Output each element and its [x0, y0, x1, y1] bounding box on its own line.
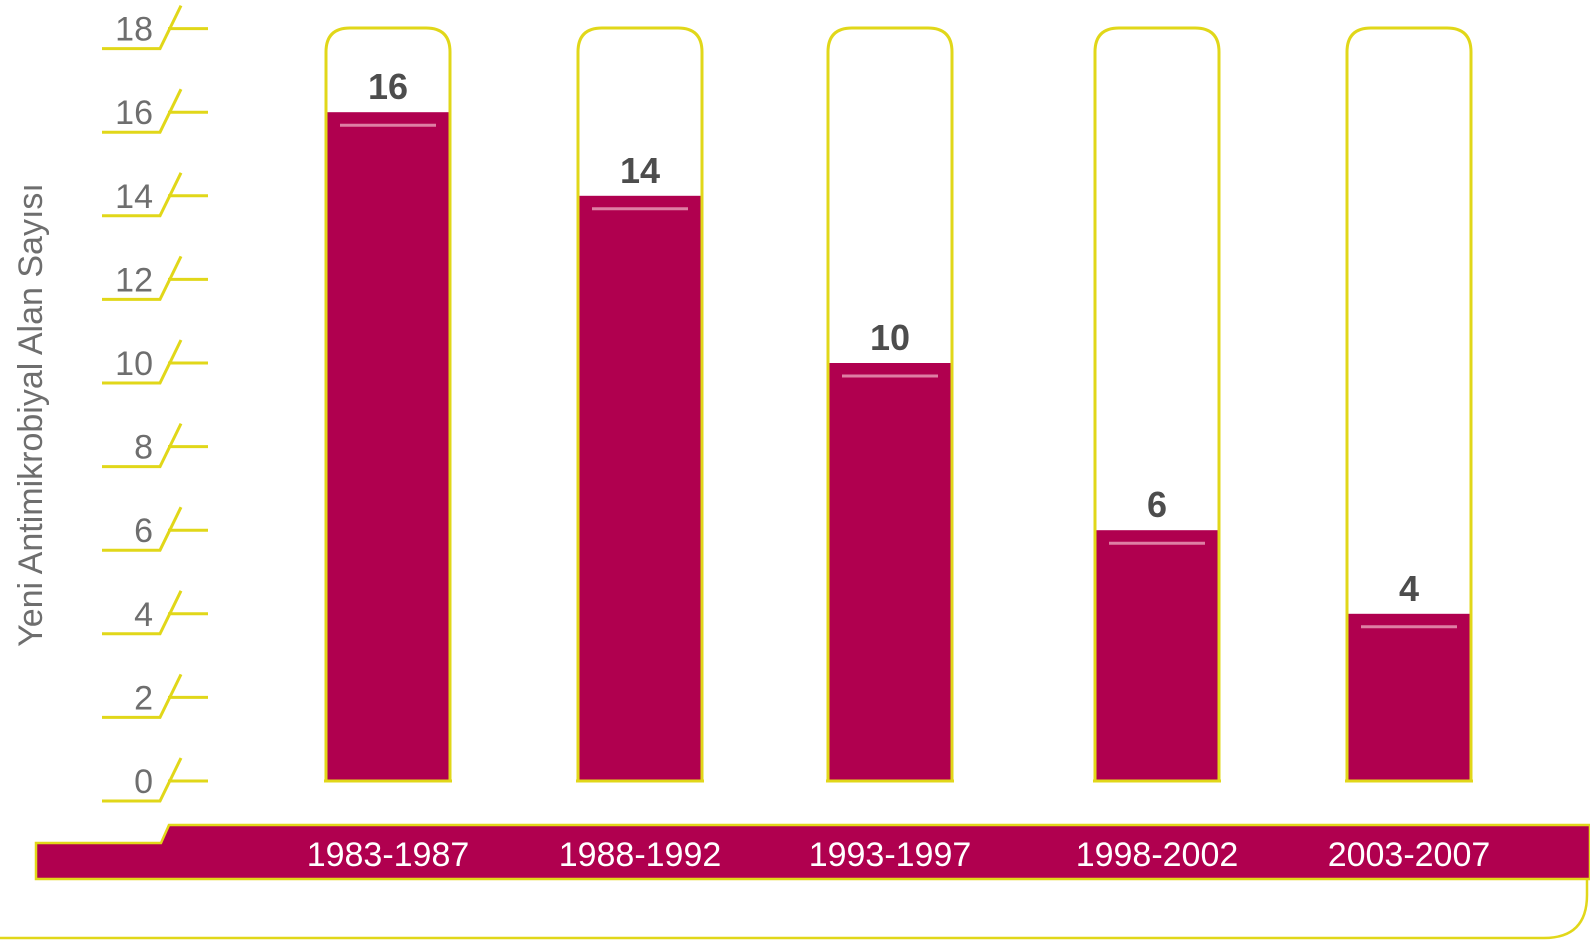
- y-tick-label: 2: [134, 679, 153, 717]
- y-tick-label: 10: [115, 345, 153, 383]
- y-tick-label: 18: [115, 11, 153, 49]
- y-tick-label: 4: [134, 596, 153, 634]
- y-tick-label: 6: [134, 512, 153, 550]
- bar: [829, 363, 951, 781]
- frame-corner-line: [0, 860, 1589, 940]
- y-tick-label: 8: [134, 429, 153, 467]
- y-tick-mark: [102, 757, 183, 803]
- x-category-label: 1988-1992: [559, 836, 722, 874]
- category-band-shape: [34, 823, 1590, 881]
- bar-value-label: 4: [1399, 568, 1419, 609]
- bar-value-label: 16: [368, 66, 408, 107]
- y-tick-mark: [102, 422, 183, 469]
- y-tick-mark: [102, 172, 183, 218]
- y-tick-mark: [102, 339, 183, 385]
- y-tick-label: 12: [115, 261, 153, 299]
- bar-value-label: 14: [620, 150, 660, 191]
- bar: [327, 112, 449, 781]
- bar: [1348, 613, 1470, 781]
- y-tick-mark: [102, 590, 183, 636]
- bar: [579, 195, 701, 782]
- y-tick-mark: [102, 255, 183, 301]
- y-tick-mark: [102, 88, 183, 134]
- chart-frame: [0, 860, 1589, 940]
- category-band: 1983-1987 1988-1992 1993-1997 1998-2002 2003…: [34, 823, 1590, 881]
- bars: 16 14 10 6 4: [324, 26, 1473, 783]
- y-axis: 0 2 4 6 8 10 12 14 16 18: [102, 4, 208, 803]
- x-category-label: 1993-1997: [809, 836, 972, 874]
- y-tick-label: 16: [115, 94, 153, 132]
- y-axis-title: Yeni Antimikrobiyal Alan Sayısı: [12, 183, 50, 647]
- bar-value-label: 6: [1147, 484, 1167, 525]
- y-tick-mark: [102, 673, 183, 719]
- bar-value-label: 10: [870, 317, 910, 358]
- y-tick-label: 14: [115, 178, 153, 216]
- y-tick-label: 0: [134, 763, 153, 801]
- y-tick-mark: [102, 506, 183, 552]
- y-tick-mark: [102, 4, 183, 51]
- bar: [1096, 530, 1218, 781]
- bar-tube: [1345, 26, 1473, 783]
- x-category-label: 1983-1987: [307, 836, 470, 874]
- x-category-label: 1998-2002: [1076, 836, 1239, 874]
- x-category-label: 2003-2007: [1328, 836, 1491, 874]
